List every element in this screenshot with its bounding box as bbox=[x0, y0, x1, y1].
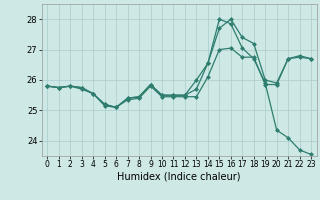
X-axis label: Humidex (Indice chaleur): Humidex (Indice chaleur) bbox=[117, 172, 241, 182]
